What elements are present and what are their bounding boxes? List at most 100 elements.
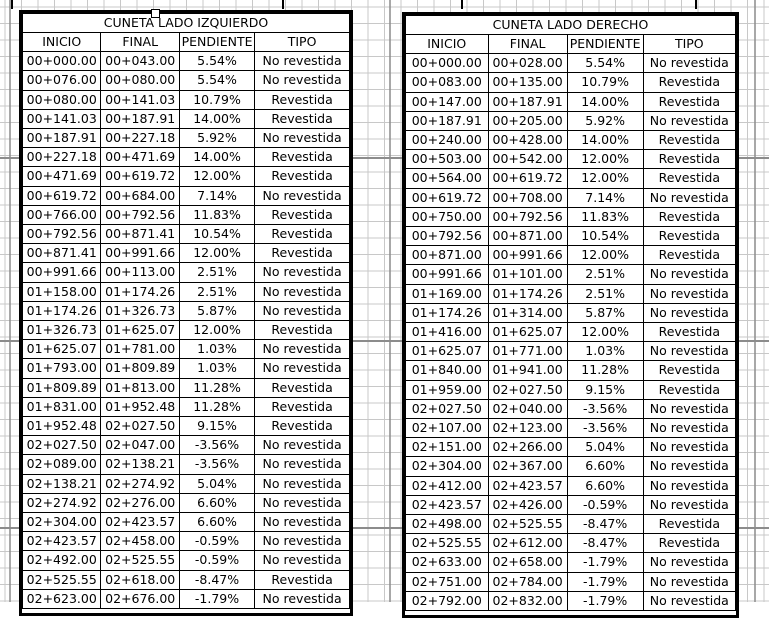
cell-final[interactable]: 00+792.56 (487, 206, 568, 228)
cell-final[interactable]: 02+658.00 (487, 552, 568, 573)
cell-tipo[interactable]: No revestida (254, 300, 350, 322)
cell-final[interactable]: 00+028.00 (487, 53, 568, 74)
cell-pendiente[interactable]: 1.03% (566, 341, 644, 362)
cell-inicio[interactable]: 02+633.00 (405, 552, 489, 573)
cell-tipo[interactable]: No revestida (642, 187, 736, 208)
cell-tipo[interactable]: Revestida (642, 533, 736, 554)
cell-pendiente[interactable]: 6.60% (566, 456, 644, 477)
cell-inicio[interactable]: 02+498.00 (405, 514, 489, 535)
cell-final[interactable]: 00+043.00 (100, 51, 180, 72)
cell-tipo[interactable]: No revestida (642, 341, 736, 362)
cell-pendiente[interactable]: 5.87% (566, 302, 644, 324)
cell-inicio[interactable]: 02+492.00 (22, 550, 102, 571)
cell-inicio[interactable]: 02+274.92 (22, 492, 102, 514)
cell-final[interactable]: 02+784.00 (487, 571, 568, 592)
cell-inicio[interactable]: 00+991.66 (22, 262, 102, 283)
cell-inicio[interactable]: 01+158.00 (22, 281, 102, 302)
cell-inicio[interactable]: 00+619.72 (405, 187, 489, 208)
cell-final[interactable]: 00+187.91 (487, 91, 568, 112)
cell-final[interactable]: 00+871.41 (100, 224, 180, 245)
cell-pendiente[interactable]: -1.79% (566, 571, 644, 592)
cell-pendiente[interactable]: 7.14% (178, 185, 256, 206)
cell-tipo[interactable]: Revestida (642, 130, 736, 151)
cell-inicio[interactable]: 00+147.00 (405, 91, 489, 112)
left-ditch-table[interactable]: CUNETA LADO IZQUIERDO INICIO FINAL PENDI… (19, 10, 353, 616)
cell-pendiente[interactable]: -3.56% (178, 435, 256, 456)
cell-tipo[interactable]: No revestida (642, 418, 736, 439)
cell-tipo[interactable]: Revestida (254, 166, 350, 187)
cell-final[interactable]: 00+708.00 (487, 187, 568, 208)
cell-inicio[interactable]: 02+751.00 (405, 571, 489, 592)
cell-tipo[interactable]: Revestida (254, 396, 350, 418)
cell-inicio[interactable]: 01+793.00 (22, 358, 102, 379)
cell-final[interactable]: 01+326.73 (100, 300, 180, 322)
cell-pendiente[interactable]: 6.60% (566, 475, 644, 496)
cell-pendiente[interactable]: 11.83% (178, 204, 256, 226)
cell-final[interactable]: 02+027.50 (100, 416, 180, 437)
cell-pendiente[interactable]: 9.15% (566, 379, 644, 400)
cell-pendiente[interactable]: -8.47% (178, 569, 256, 590)
cell-inicio[interactable]: 02+792.00 (405, 590, 489, 612)
cell-inicio[interactable]: 00+240.00 (405, 130, 489, 151)
cell-tipo[interactable]: Revestida (254, 147, 350, 168)
cell-tipo[interactable]: Revestida (254, 224, 350, 245)
cell-pendiente[interactable]: 2.51% (178, 262, 256, 283)
cell-inicio[interactable]: 02+525.55 (22, 569, 102, 590)
cell-final[interactable]: 02+458.00 (100, 531, 180, 552)
cell-final[interactable]: 00+135.00 (487, 72, 568, 93)
cell-pendiente[interactable]: 11.83% (566, 206, 644, 228)
cell-final[interactable]: 01+314.00 (487, 302, 568, 324)
cell-final[interactable]: 02+525.55 (100, 550, 180, 571)
cell-tipo[interactable]: Revestida (642, 379, 736, 400)
cell-tipo[interactable]: Revestida (254, 416, 350, 437)
cell-pendiente[interactable]: -1.79% (566, 552, 644, 573)
cell-tipo[interactable]: Revestida (254, 89, 350, 110)
cell-inicio[interactable]: 00+000.00 (405, 53, 489, 74)
cell-final[interactable]: 00+113.00 (100, 262, 180, 283)
cell-tipo[interactable]: Revestida (642, 206, 736, 228)
cell-tipo[interactable]: No revestida (642, 110, 736, 132)
cell-inicio[interactable]: 01+831.00 (22, 396, 102, 418)
cell-tipo[interactable]: No revestida (642, 53, 736, 74)
cell-inicio[interactable]: 00+871.41 (22, 243, 102, 264)
cell-tipo[interactable]: No revestida (254, 531, 350, 552)
cell-pendiente[interactable]: 12.00% (178, 166, 256, 187)
cell-inicio[interactable]: 00+991.66 (405, 264, 489, 285)
cell-final[interactable]: 00+684.00 (100, 185, 180, 206)
cell-final[interactable]: 01+625.07 (100, 320, 180, 341)
cell-tipo[interactable]: No revestida (254, 51, 350, 72)
cell-final[interactable]: 01+101.00 (487, 264, 568, 285)
cell-inicio[interactable]: 02+027.50 (22, 435, 102, 456)
cell-final[interactable]: 02+618.00 (100, 569, 180, 590)
cell-pendiente[interactable]: 6.60% (178, 492, 256, 514)
cell-inicio[interactable]: 00+000.00 (22, 51, 102, 72)
cell-tipo[interactable]: No revestida (254, 435, 350, 456)
cell-tipo[interactable]: No revestida (642, 264, 736, 285)
cell-tipo[interactable]: No revestida (254, 588, 350, 610)
cell-tipo[interactable]: No revestida (642, 571, 736, 592)
cell-pendiente[interactable]: 5.04% (566, 437, 644, 458)
selection-resize-handle[interactable] (151, 9, 160, 18)
cell-pendiente[interactable]: 10.54% (178, 224, 256, 245)
cell-tipo[interactable]: No revestida (254, 185, 350, 206)
cell-final[interactable]: 02+832.00 (487, 590, 568, 612)
cell-final[interactable]: 02+423.57 (487, 475, 568, 496)
cell-tipo[interactable]: Revestida (642, 514, 736, 535)
cell-final[interactable]: 00+471.69 (100, 147, 180, 168)
cell-pendiente[interactable]: -8.47% (566, 514, 644, 535)
right-ditch-table[interactable]: CUNETA LADO DERECHO INICIO FINAL PENDIEN… (402, 12, 739, 618)
cell-tipo[interactable]: No revestida (642, 494, 736, 516)
cell-pendiente[interactable]: -1.79% (178, 588, 256, 610)
cell-final[interactable]: 01+941.00 (487, 360, 568, 381)
cell-tipo[interactable]: No revestida (642, 475, 736, 496)
cell-final[interactable]: 00+141.03 (100, 89, 180, 110)
cell-pendiente[interactable]: -0.59% (178, 550, 256, 571)
cell-inicio[interactable]: 00+471.69 (22, 166, 102, 187)
cell-tipo[interactable]: No revestida (642, 456, 736, 477)
cell-final[interactable]: 02+676.00 (100, 588, 180, 610)
cell-pendiente[interactable]: 2.51% (178, 281, 256, 302)
cell-final[interactable]: 01+174.26 (487, 283, 568, 304)
cell-pendiente[interactable]: 5.04% (178, 473, 256, 494)
cell-tipo[interactable]: No revestida (254, 262, 350, 283)
cell-inicio[interactable]: 01+625.07 (22, 339, 102, 360)
